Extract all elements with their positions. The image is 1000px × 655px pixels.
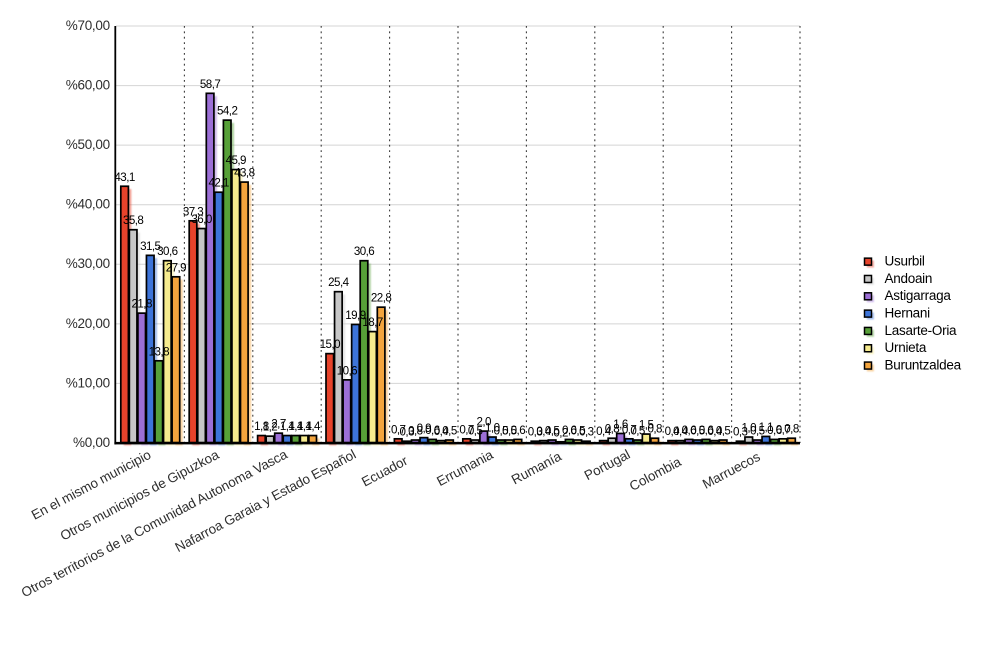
svg-text:0,5: 0,5 [690,425,705,438]
svg-text:1,6: 1,6 [613,418,628,431]
svg-text:0,7: 0,7 [776,423,791,436]
svg-text:43,1: 43,1 [114,171,134,184]
svg-text:19,9: 19,9 [345,309,365,322]
svg-text:0,5: 0,5 [750,425,765,438]
svg-text:1,5: 1,5 [639,419,654,432]
svg-text:0,4: 0,4 [536,425,552,438]
svg-text:%10,00: %10,00 [66,375,110,390]
svg-text:2,7: 2,7 [271,418,286,431]
svg-text:1,4: 1,4 [297,420,313,433]
svg-text:Astigarraga: Astigarraga [885,288,952,303]
svg-text:1,4: 1,4 [280,420,296,433]
svg-text:Lasarte-Oria: Lasarte-Oria [885,323,958,338]
svg-text:0,8: 0,8 [784,423,799,436]
svg-text:0,4: 0,4 [596,425,612,438]
svg-text:0,7: 0,7 [622,423,637,436]
svg-text:21,8: 21,8 [132,298,152,311]
svg-text:%0,00: %0,00 [73,435,110,450]
svg-text:0,5: 0,5 [571,425,586,438]
svg-text:0,3: 0,3 [400,426,415,439]
svg-text:25,4: 25,4 [328,276,349,289]
svg-text:0,4: 0,4 [434,425,450,438]
svg-text:2,0: 2,0 [476,416,491,429]
svg-text:0,6: 0,6 [682,424,697,437]
svg-text:0,6: 0,6 [425,424,440,437]
svg-text:58,7: 58,7 [200,78,220,91]
svg-text:%70,00: %70,00 [66,18,110,33]
svg-text:35,8: 35,8 [123,214,143,227]
svg-text:37,3: 37,3 [183,205,203,218]
svg-text:42,1: 42,1 [208,177,228,190]
svg-text:0,7: 0,7 [391,423,406,436]
svg-text:43,8: 43,8 [234,167,254,180]
svg-text:0,9: 0,9 [417,422,432,435]
svg-text:Usurbil: Usurbil [885,254,925,269]
svg-text:%20,00: %20,00 [66,316,110,331]
svg-text:0,6: 0,6 [562,424,577,437]
svg-text:45,9: 45,9 [226,154,246,167]
svg-text:18,7: 18,7 [362,316,382,329]
svg-text:36,0: 36,0 [191,213,211,226]
svg-text:0,7: 0,7 [459,423,474,436]
svg-text:0,4: 0,4 [707,425,723,438]
svg-text:30,6: 30,6 [157,245,177,258]
svg-text:27,9: 27,9 [166,261,186,274]
svg-text:%40,00: %40,00 [66,197,110,212]
svg-text:1,4: 1,4 [305,420,321,433]
svg-text:0,8: 0,8 [408,425,423,438]
svg-text:22,8: 22,8 [371,292,391,305]
svg-text:Urnieta: Urnieta [885,340,927,355]
svg-text:0,3: 0,3 [579,426,594,439]
svg-text:13,8: 13,8 [149,345,169,358]
svg-text:%60,00: %60,00 [66,77,110,92]
svg-text:30,6: 30,6 [354,245,374,258]
svg-text:0,8: 0,8 [605,423,620,436]
svg-text:54,2: 54,2 [217,105,237,118]
svg-text:0,5: 0,5 [716,425,731,438]
svg-text:1,0: 1,0 [742,422,757,435]
svg-text:0,6: 0,6 [767,424,782,437]
svg-text:0,8: 0,8 [647,423,662,436]
svg-text:0,3: 0,3 [528,426,543,439]
svg-text:%50,00: %50,00 [66,137,110,152]
svg-text:0,5: 0,5 [442,425,457,438]
svg-text:31,5: 31,5 [140,240,160,253]
svg-text:10,6: 10,6 [337,364,357,377]
svg-text:15,0: 15,0 [320,338,340,351]
svg-text:1,4: 1,4 [288,420,304,433]
svg-text:Andoain: Andoain [885,271,933,286]
svg-text:0,3: 0,3 [733,426,748,439]
svg-text:0,5: 0,5 [494,425,509,438]
svg-text:0,4: 0,4 [665,425,681,438]
svg-text:Hernani: Hernani [885,306,931,321]
svg-text:0,5: 0,5 [468,425,483,438]
svg-text:1,0: 1,0 [485,422,500,435]
svg-text:0,2: 0,2 [553,426,568,439]
svg-text:%30,00: %30,00 [66,256,110,271]
svg-text:0,5: 0,5 [545,425,560,438]
svg-text:1,1: 1,1 [759,421,774,434]
svg-text:0,6: 0,6 [699,424,714,437]
svg-text:1,2: 1,2 [263,421,278,434]
svg-text:Buruntzaldea: Buruntzaldea [885,358,962,373]
svg-text:1,8: 1,8 [254,420,269,433]
svg-text:0,5: 0,5 [630,425,645,438]
svg-text:0,4: 0,4 [673,425,689,438]
svg-text:0,6: 0,6 [511,424,526,437]
svg-text:0,5: 0,5 [502,425,517,438]
